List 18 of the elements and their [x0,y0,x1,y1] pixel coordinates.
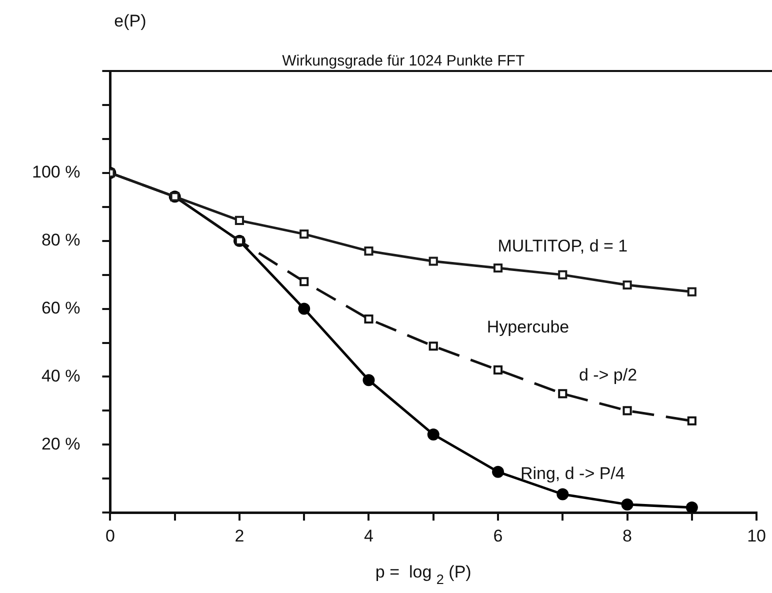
y-tick-label: 20 % [41,434,80,454]
y-tick-label: 100 % [32,162,80,182]
series-label: MULTITOP, d = 1 [498,236,628,256]
x-tick-label: 2 [234,526,244,546]
x-tick-label: 8 [622,526,632,546]
x-tick-label: 6 [493,526,503,546]
x-tick-label: 0 [105,526,115,546]
series-label: Ring, d -> P/4 [520,464,625,483]
y-tick-label: 60 % [41,298,80,318]
x-tick-label: 10 [747,526,766,546]
x-axis-title: p = log 2 (P) [375,562,472,587]
annotation: d -> p/2 [578,366,638,385]
y-tick-label: 80 % [41,230,80,250]
y-tick-label: 40 % [41,366,80,386]
y-axis-title: e(P) [114,12,146,31]
chart-title: Wirkungsgrade für 1024 Punkte FFT [282,52,525,70]
x-tick-label: 4 [364,526,374,546]
series-label: Hypercube [486,318,570,337]
